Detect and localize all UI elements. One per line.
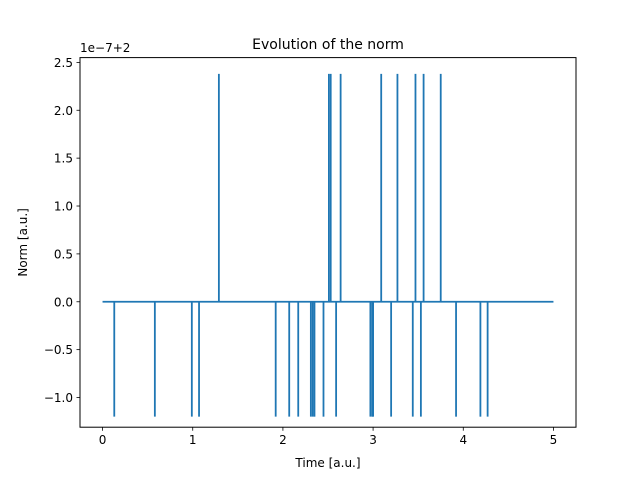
y-tick-label: 1.5 (54, 152, 73, 166)
y-axis-label: Norm [a.u.] (16, 208, 30, 277)
y-tick-label: −0.5 (44, 343, 73, 357)
series-layer (102, 73, 554, 417)
x-tick-label: 1 (189, 433, 197, 447)
y-tick-label: 2.0 (54, 104, 73, 118)
y-tick-label: 1.0 (54, 200, 73, 214)
x-tick-label: 4 (459, 433, 467, 447)
x-tick-label: 3 (369, 433, 377, 447)
x-axis-ticks: 0 1 2 3 4 5 (99, 427, 558, 447)
y-tick-label: 0.5 (54, 247, 73, 261)
y-tick-label: −1.0 (44, 391, 73, 405)
x-tick-label: 0 (99, 433, 107, 447)
chart-title: Evolution of the norm (252, 37, 404, 53)
y-tick-label: 2.5 (54, 56, 73, 70)
x-tick-label: 5 (550, 433, 558, 447)
y-axis-ticks: −1.0 −0.5 0.0 0.5 1.0 1.5 2.0 2.5 (44, 56, 80, 405)
y-offset-label: 1e−7+2 (80, 41, 130, 55)
y-tick-label: 0.0 (54, 295, 73, 309)
axes-frame (79, 57, 577, 428)
x-tick-label: 2 (279, 433, 287, 447)
x-axis-label: Time [a.u.] (294, 456, 360, 470)
